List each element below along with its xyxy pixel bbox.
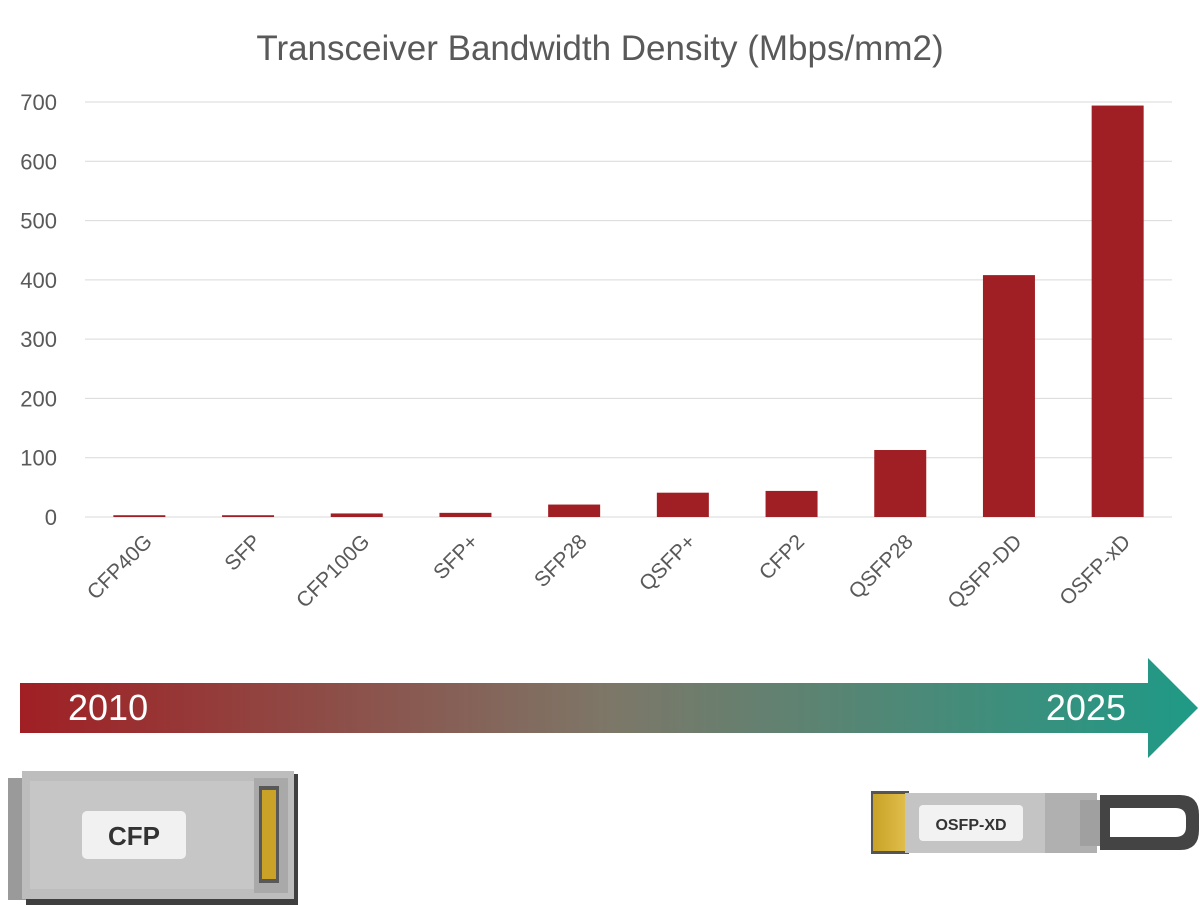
chart-title: Transceiver Bandwidth Density (Mbps/mm2) <box>256 29 943 68</box>
bar-cfp40g <box>113 515 166 517</box>
bar-cfp2 <box>765 490 818 517</box>
x-tick-label: QSFP28 <box>845 530 918 603</box>
bar-sfp28 <box>548 504 601 517</box>
x-tick-label: CFP2 <box>755 530 809 584</box>
y-axis-ticks: 0 100 200 300 400 500 600 700 <box>20 90 57 530</box>
cfp-module-label: CFP <box>108 821 160 851</box>
y-tick-label: 700 <box>20 90 57 115</box>
bar-qsfp-dd <box>982 275 1035 517</box>
timeline-end-label: 2025 <box>1046 687 1126 728</box>
y-tick-label: 100 <box>20 446 57 471</box>
bar-sfp <box>222 515 275 517</box>
x-tick-label: CFP40G <box>83 530 157 604</box>
bar-osfp-xd <box>1091 105 1144 518</box>
x-tick-label: QSFP-DD <box>943 530 1026 613</box>
grid-lines <box>85 101 1172 518</box>
osfp-xd-module-image: OSFP-XD <box>871 791 1199 854</box>
osfp-xd-module-label: OSFP-XD <box>935 817 1006 834</box>
y-tick-label: 300 <box>20 327 57 352</box>
y-tick-label: 500 <box>20 209 57 234</box>
x-tick-label: OSFP-xD <box>1055 530 1135 610</box>
y-tick-label: 600 <box>20 149 57 174</box>
x-tick-label: SFP <box>220 530 265 575</box>
x-tick-label: SFP28 <box>530 530 592 592</box>
bar-cfp100g <box>330 513 383 517</box>
x-axis-labels: CFP40G SFP CFP100G SFP+ SFP28 QSFP+ CFP2 QSFP28… <box>83 530 1135 613</box>
bar-sfp- <box>439 512 492 517</box>
y-tick-label: 0 <box>45 505 57 530</box>
x-tick-label: SFP+ <box>429 530 483 584</box>
bar-qsfp- <box>656 492 709 517</box>
cfp-module-image: CFP <box>8 771 298 905</box>
y-tick-label: 200 <box>20 386 57 411</box>
bars <box>113 105 1144 518</box>
x-tick-label: QSFP+ <box>635 530 700 595</box>
bar-qsfp28 <box>874 450 927 517</box>
timeline-start-label: 2010 <box>68 687 148 728</box>
timeline-arrow: 2010 2025 <box>20 658 1198 758</box>
x-tick-label: CFP100G <box>292 530 374 612</box>
y-tick-label: 400 <box>20 268 57 293</box>
